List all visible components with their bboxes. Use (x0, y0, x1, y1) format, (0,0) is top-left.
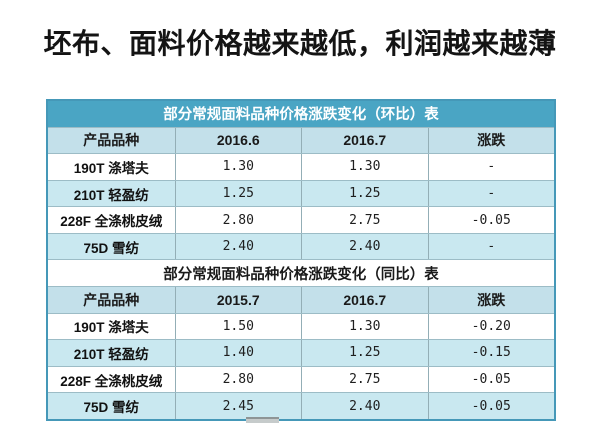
product-name-cell: 190T 涤塔夫 (73, 160, 149, 176)
price-cell: 2.40 (174, 233, 302, 260)
product-name-cell: 228F 全涤桃皮绒 (60, 373, 163, 389)
price-cell: 2.40 (301, 233, 428, 260)
product-name-cell: 228F 全涤桃皮绒 (60, 214, 163, 230)
change-cell: - (427, 233, 555, 260)
table-mom-header-row: 产品品种 2016.6 2016.7 涨跌 (48, 126, 555, 154)
column-header-change: 涨跌 (427, 127, 555, 154)
column-header-period-2: 2016.7 (301, 287, 428, 313)
price-cell: 2.75 (301, 366, 428, 393)
scrollbar-nub (246, 417, 279, 423)
column-header-period-2: 2016.7 (301, 127, 428, 154)
column-header-product: 产品品种 (83, 132, 140, 149)
table-row: 228F 全涤桃皮绒 2.80 2.75 -0.05 (48, 206, 554, 233)
table-mom-caption: 部分常规面料品种价格涨跌变化（环比）表 (48, 101, 554, 127)
change-cell: - (427, 180, 555, 207)
table-yoy-header-row: 产品品种 2015.7 2016.7 涨跌 (48, 286, 554, 313)
change-cell: -0.05 (427, 207, 555, 233)
price-cell: 2.80 (174, 207, 302, 233)
product-name-cell: 75D 雪纺 (83, 400, 140, 416)
price-cell: 1.25 (174, 180, 302, 207)
column-header-change: 涨跌 (427, 287, 555, 313)
price-cell: 2.80 (174, 366, 302, 393)
column-header-period-1: 2016.6 (174, 127, 302, 154)
change-cell: -0.15 (427, 340, 555, 366)
table-row: 210T 轻盈纺 1.25 1.25 - (48, 179, 555, 207)
price-cell: 2.45 (174, 393, 302, 419)
change-cell: -0.05 (427, 393, 555, 419)
table-row: 210T 轻盈纺 1.40 1.25 -0.15 (48, 339, 554, 366)
table-mom-caption-text: 部分常规面料品种价格涨跌变化（环比）表 (163, 107, 439, 124)
price-cell: 1.30 (301, 154, 428, 180)
price-cell: 1.40 (174, 340, 302, 366)
table-row: 75D 雪纺 2.45 2.40 -0.05 (48, 392, 554, 419)
change-cell: -0.20 (427, 313, 555, 340)
table-row: 228F 全涤桃皮绒 2.80 2.75 -0.05 (48, 365, 555, 393)
table-row: 190T 涤塔夫 1.50 1.30 -0.20 (48, 312, 555, 340)
table-yoy-caption: 部分常规面料品种价格涨跌变化（同比）表 (48, 259, 554, 287)
price-tables-frame: 部分常规面料品种价格涨跌变化（环比）表 产品品种 2016.6 2016.7 涨… (46, 99, 556, 421)
product-name-cell: 75D 雪纺 (83, 240, 140, 256)
page-title: 坯布、面料价格越来越低，利润越来越薄 (43, 28, 557, 59)
price-cell: 1.50 (174, 313, 302, 340)
price-cell: 2.40 (301, 393, 428, 419)
table-row: 190T 涤塔夫 1.30 1.30 - (48, 153, 554, 180)
product-name-cell: 210T 轻盈纺 (73, 187, 149, 203)
price-cell: 1.30 (174, 154, 302, 180)
price-cell: 1.30 (301, 313, 428, 340)
price-cell: 1.25 (301, 340, 428, 366)
price-cell: 2.75 (301, 207, 428, 233)
change-cell: -0.05 (427, 366, 555, 393)
product-name-cell: 190T 涤塔夫 (73, 320, 149, 336)
product-name-cell: 210T 轻盈纺 (73, 346, 149, 362)
table-yoy-caption-text: 部分常规面料品种价格涨跌变化（同比）表 (163, 266, 439, 283)
table-row: 75D 雪纺 2.40 2.40 - (48, 232, 555, 260)
column-header-product: 产品品种 (83, 291, 140, 308)
price-cell: 1.25 (301, 180, 428, 207)
change-cell: - (427, 154, 555, 180)
column-header-period-1: 2015.7 (174, 287, 302, 313)
